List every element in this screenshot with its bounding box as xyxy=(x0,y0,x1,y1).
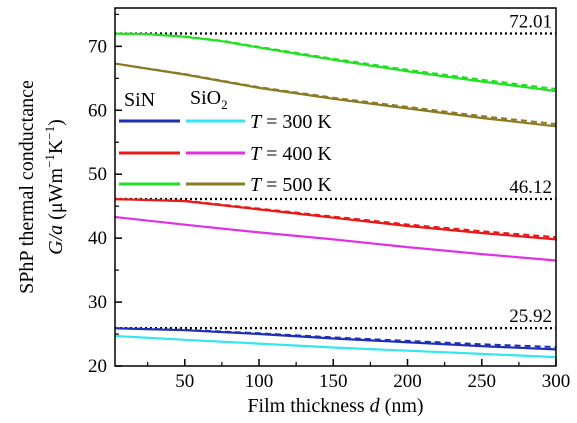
y-axis-label-line1: SPhP thermal conductance xyxy=(16,80,38,294)
y-tick-label: 30 xyxy=(88,292,107,313)
x-tick-label: 200 xyxy=(393,371,422,392)
series-line xyxy=(114,327,557,351)
series-line xyxy=(114,198,557,241)
y-axis-label-line2: G/a (μWm−1K−1) xyxy=(42,119,67,255)
x-tick-label: 300 xyxy=(542,371,571,392)
x-tick-label: 50 xyxy=(175,371,194,392)
legend-label: T = 300 K xyxy=(250,111,332,133)
legend-header-sin: SiN xyxy=(124,89,155,111)
reference-lines: 72.01 46.12 25.92 xyxy=(115,12,556,330)
x-tick-label: 150 xyxy=(319,371,348,392)
x-axis-label: Film thickness d (nm) xyxy=(247,395,423,417)
series-line xyxy=(114,215,557,262)
series-line xyxy=(114,62,557,128)
series-lines xyxy=(114,32,557,359)
y-tick-label: 70 xyxy=(88,36,107,57)
x-axis: 50 100 150 200 250 300 xyxy=(147,359,571,392)
reference-line-label: 25.92 xyxy=(509,306,552,327)
reference-line-label: 46.12 xyxy=(509,177,552,198)
y-tick-label: 60 xyxy=(88,100,107,121)
y-tick-label: 50 xyxy=(88,164,107,185)
legend: SiN SiO2 T = 300 K T = 400 K T = 500 K xyxy=(119,87,332,196)
legend-label: T = 400 K xyxy=(250,143,332,165)
y-tick-label: 40 xyxy=(88,228,107,249)
x-tick-label: 250 xyxy=(468,371,497,392)
legend-label: T = 500 K xyxy=(250,174,332,196)
y-axis: 20 30 40 50 60 70 xyxy=(88,13,122,377)
series-line xyxy=(114,334,557,359)
series-line xyxy=(114,32,557,93)
x-tick-label: 100 xyxy=(245,371,274,392)
legend-header-sio2: SiO2 xyxy=(190,87,228,112)
plot-frame xyxy=(114,7,557,367)
reference-line-label: 72.01 xyxy=(509,12,552,33)
y-tick-label: 20 xyxy=(88,356,107,377)
series-line-dashed xyxy=(114,62,557,125)
